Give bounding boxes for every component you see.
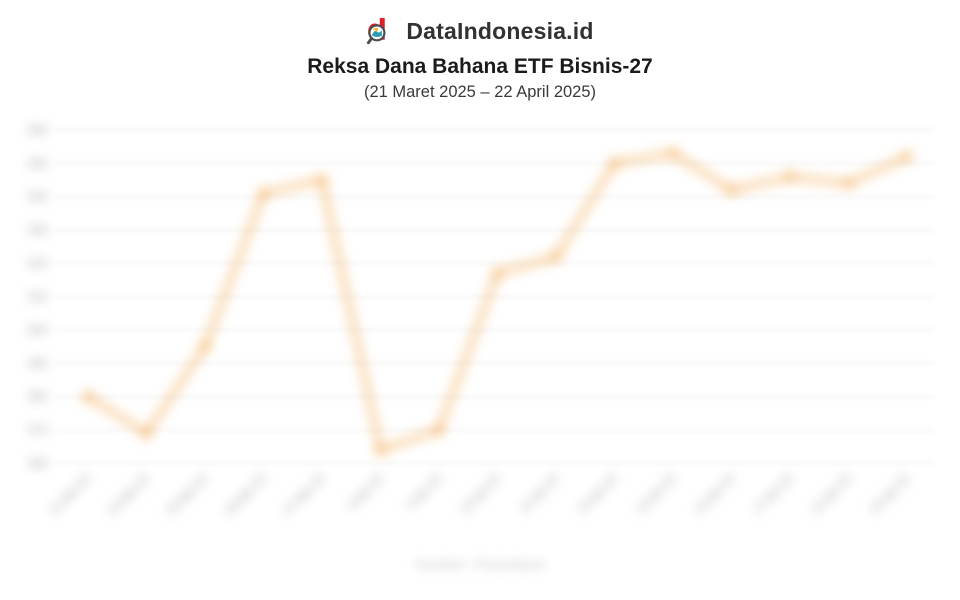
- x-tick-label: 10 Apr 25: [459, 473, 502, 516]
- data-point: [375, 445, 386, 455]
- nav-line: [86, 151, 909, 452]
- data-point: [902, 152, 912, 162]
- header: d DataIndonesia.id Reksa Dana Bahana ETF…: [0, 14, 960, 102]
- y-tick-label: 590: [28, 356, 48, 370]
- y-tick-label: 570: [28, 423, 48, 437]
- page-title: Reksa Dana Bahana ETF Bisnis-27: [307, 55, 653, 78]
- y-tick-label: 660: [28, 123, 48, 137]
- y-tick-label: 620: [28, 256, 48, 270]
- x-tick-label: 21 Apr 25: [810, 473, 853, 516]
- y-axis-labels: 560 570 580 590 600 610 620 630 640 650 660: [28, 123, 48, 470]
- y-tick-label: 640: [28, 190, 48, 204]
- chart-area: 560 570 580 590 600 610 620 630 640 650 660 21 Mar…: [0, 112, 960, 560]
- x-tick-label: 25 Mar 25: [165, 473, 210, 518]
- data-point: [200, 342, 210, 352]
- data-point: [492, 268, 503, 278]
- data-point: [317, 175, 327, 185]
- magnifier-d-logo-icon: d: [366, 14, 397, 47]
- data-point: [785, 172, 795, 182]
- data-point: [141, 428, 152, 438]
- x-tick-label: 16 Apr 25: [693, 473, 736, 516]
- y-tick-label: 560: [28, 456, 48, 470]
- x-tick-label: 11 Apr 25: [518, 473, 561, 516]
- y-tick-label: 630: [28, 223, 48, 237]
- y-tick-label: 580: [28, 390, 48, 404]
- x-tick-label: 24 Mar 25: [107, 473, 152, 518]
- y-tick-label: 610: [28, 290, 48, 304]
- brand-row: d DataIndonesia.id: [0, 14, 960, 48]
- x-tick-label: 14 Apr 25: [576, 473, 619, 516]
- data-point: [609, 158, 620, 168]
- x-tick-label: 17 Apr 25: [752, 473, 795, 516]
- data-point: [258, 188, 269, 198]
- x-tick-label: 21 Mar 25: [48, 473, 93, 518]
- x-tick-label: 22 Apr 25: [869, 473, 912, 516]
- source-credit: Sumber: Pasardana: [415, 557, 545, 572]
- x-tick-label: 27 Mar 25: [282, 473, 327, 518]
- x-tick-label: 8 Apr 25: [347, 473, 386, 512]
- data-point: [668, 148, 678, 158]
- data-point: [551, 252, 561, 262]
- data-point: [843, 178, 854, 188]
- x-tick-label: 9 Apr 25: [405, 473, 444, 512]
- nav-line-chart: 560 570 580 590 600 610 620 630 640 650 660 21 Mar…: [28, 123, 935, 518]
- brand-name: DataIndonesia.id: [406, 17, 594, 44]
- y-tick-label: 650: [28, 156, 48, 170]
- nav-line-series: [83, 148, 912, 455]
- x-tick-label: 15 Apr 25: [635, 473, 678, 516]
- data-point: [83, 392, 93, 402]
- y-tick-label: 600: [28, 323, 48, 337]
- x-tick-label: 26 Mar 25: [224, 473, 269, 518]
- data-point: [434, 425, 444, 435]
- page-subtitle: (21 Maret 2025 – 22 April 2025): [363, 83, 597, 101]
- x-axis-labels: 21 Mar 25 24 Mar 25 25 Mar 25 26 Mar 25 27 M…: [48, 473, 912, 518]
- gridlines: [55, 129, 935, 464]
- data-point: [726, 185, 737, 195]
